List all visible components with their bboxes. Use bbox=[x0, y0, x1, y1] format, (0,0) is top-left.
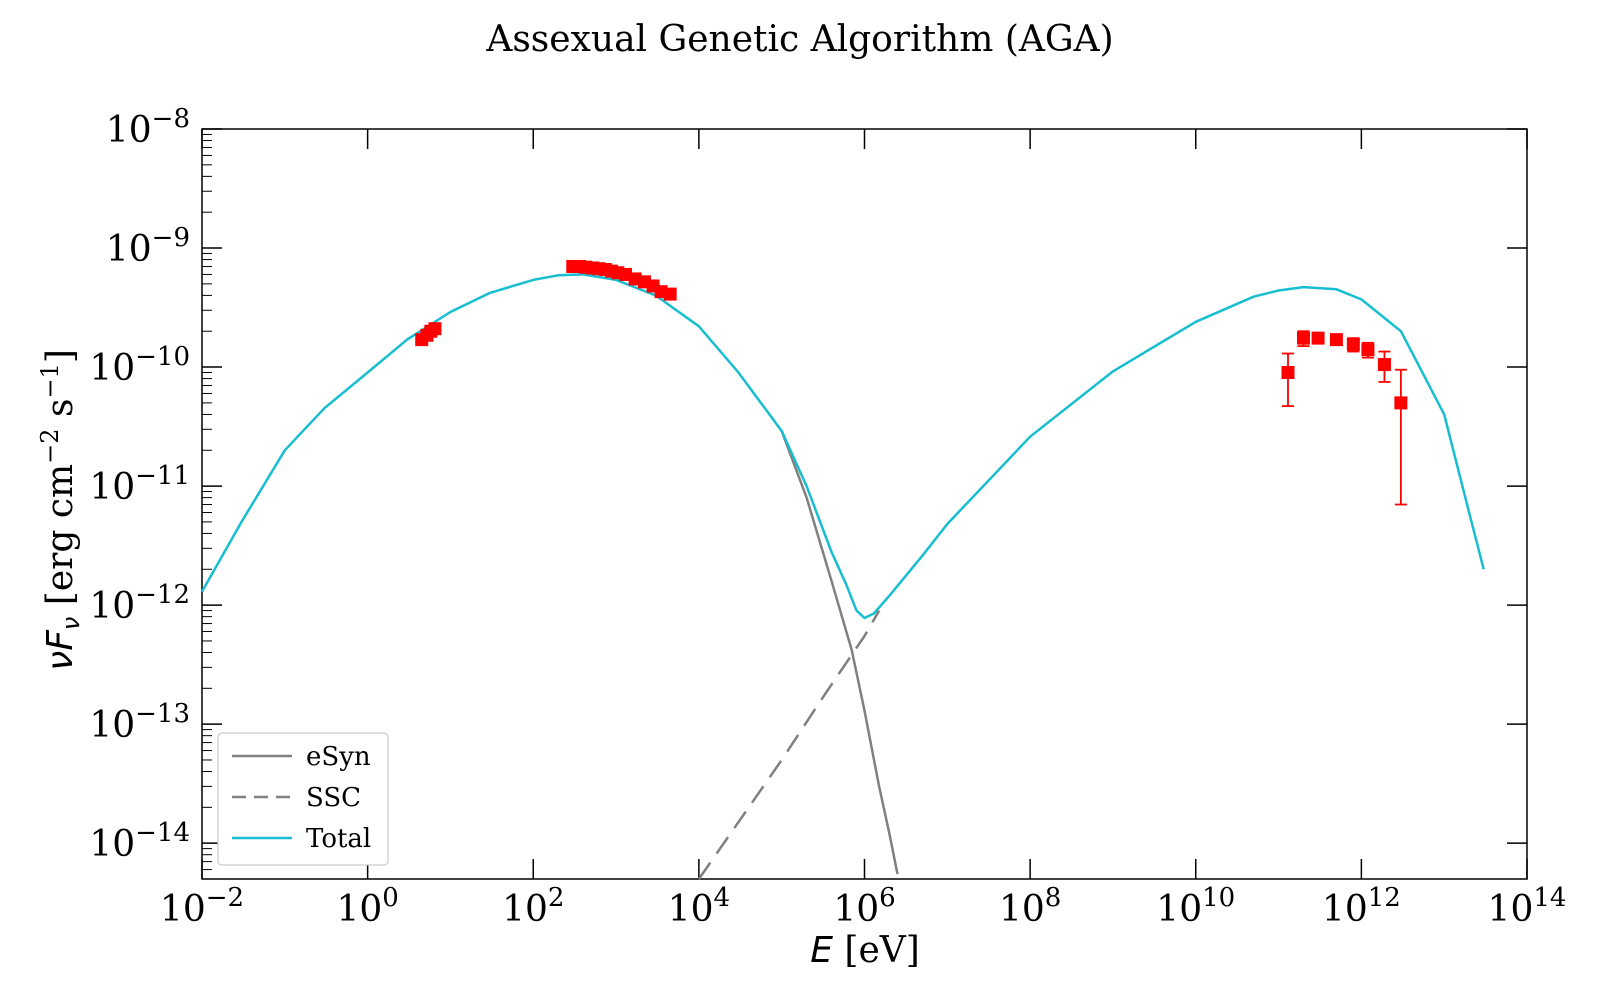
y-axis-subscript: ν bbox=[57, 617, 85, 630]
x-tick-label-base: 10 bbox=[1156, 889, 1202, 930]
x-tick-label-base: 10 bbox=[999, 889, 1045, 930]
series-total-line bbox=[200, 273, 1485, 620]
x-tick-label: 100 bbox=[336, 883, 398, 930]
data-point bbox=[1346, 337, 1360, 351]
x-tick-label-exp: −2 bbox=[206, 883, 244, 913]
data-point bbox=[1377, 358, 1391, 372]
legend-label-esyn: eSyn bbox=[306, 742, 371, 772]
y-tick-label-base: 10 bbox=[106, 229, 152, 270]
x-tick-label: 1014 bbox=[1488, 883, 1567, 930]
y-axis-unit-mid: s bbox=[40, 399, 81, 429]
y-axis-unit-exp2: −1 bbox=[36, 363, 64, 398]
y-tick-label: 10−8 bbox=[106, 104, 190, 151]
x-tick-label: 1010 bbox=[1156, 883, 1235, 930]
y-tick-label: 10−12 bbox=[89, 580, 190, 627]
x-tick-label: 102 bbox=[502, 883, 564, 930]
x-tick-label-exp: 0 bbox=[382, 883, 399, 913]
x-axis-unit: [eV] bbox=[833, 930, 920, 971]
x-tick-label-base: 10 bbox=[336, 889, 382, 930]
chart-title: Assexual Genetic Algorithm (AGA) bbox=[485, 19, 1113, 60]
y-tick-label-base: 10 bbox=[89, 586, 135, 627]
legend-label-total: Total bbox=[306, 824, 371, 854]
legend-box bbox=[217, 732, 389, 866]
y-tick-label-exp: −12 bbox=[135, 580, 190, 610]
x-tick-label-base: 10 bbox=[160, 889, 206, 930]
y-tick-label: 10−10 bbox=[89, 342, 190, 389]
y-tick-label-exp: −13 bbox=[135, 699, 190, 729]
model-curves bbox=[200, 273, 1485, 880]
y-tick-label-base: 10 bbox=[89, 824, 135, 865]
data-points bbox=[415, 259, 1408, 506]
x-tick-label-base: 10 bbox=[833, 889, 879, 930]
y-tick-label: 10−9 bbox=[106, 223, 190, 270]
x-tick-label-exp: 4 bbox=[714, 883, 731, 913]
x-tick-label-exp: 8 bbox=[1045, 883, 1062, 913]
axis-ticks: 10−2 100 102 104 106 108 1010 1012 101410−1410−1… bbox=[89, 104, 1566, 930]
plot-area bbox=[201, 128, 1528, 880]
x-tick-label-exp: 2 bbox=[548, 883, 565, 913]
x-tick-label: 10−2 bbox=[160, 883, 244, 930]
x-tick-label-exp: 6 bbox=[879, 883, 896, 913]
x-tick-label: 108 bbox=[999, 883, 1061, 930]
y-tick-label-base: 10 bbox=[89, 467, 135, 508]
data-point bbox=[1329, 333, 1343, 347]
x-tick-label: 106 bbox=[833, 883, 895, 930]
y-tick-label-base: 10 bbox=[89, 705, 135, 746]
legend-label-ssc: SSC bbox=[306, 783, 361, 813]
x-tick-label-base: 10 bbox=[668, 889, 714, 930]
y-axis-label: νFν [erg cm−2 s−1] bbox=[36, 349, 85, 671]
legend: eSyn SSC Total bbox=[217, 732, 389, 866]
data-point bbox=[1361, 343, 1375, 357]
y-axis-symbol: νF bbox=[40, 629, 81, 671]
data-point bbox=[428, 322, 442, 336]
data-point bbox=[1281, 366, 1295, 380]
x-tick-label-base: 10 bbox=[502, 889, 548, 930]
y-axis-unit: [erg cm bbox=[40, 464, 81, 617]
y-tick-label-exp: −10 bbox=[135, 342, 190, 372]
y-tick-label-base: 10 bbox=[106, 110, 152, 151]
x-tick-label-exp: 14 bbox=[1533, 883, 1566, 913]
x-tick-label-base: 10 bbox=[1488, 889, 1534, 930]
y-tick-label-base: 10 bbox=[89, 348, 135, 389]
x-axis-symbol: E bbox=[810, 930, 833, 971]
x-tick-label-base: 10 bbox=[1322, 889, 1368, 930]
y-tick-label-exp: −11 bbox=[135, 461, 190, 491]
data-point bbox=[663, 287, 677, 301]
y-axis-unit-close: ] bbox=[40, 349, 81, 363]
x-tick-label: 1012 bbox=[1322, 883, 1401, 930]
series-esyn-line bbox=[780, 430, 899, 875]
x-axis-label: E [eV] bbox=[810, 930, 920, 971]
x-tick-label: 104 bbox=[668, 883, 730, 930]
y-tick-label: 10−14 bbox=[89, 818, 190, 865]
x-tick-label-exp: 10 bbox=[1202, 883, 1235, 913]
y-tick-label-exp: −14 bbox=[135, 818, 190, 848]
y-tick-label: 10−13 bbox=[89, 699, 190, 746]
data-point bbox=[1296, 331, 1310, 345]
data-point bbox=[1311, 331, 1325, 345]
y-axis-unit-exp1: −2 bbox=[36, 428, 64, 463]
y-tick-label-exp: −8 bbox=[152, 104, 190, 134]
data-point bbox=[1394, 396, 1408, 410]
x-tick-label-exp: 12 bbox=[1368, 883, 1401, 913]
series-ssc-line bbox=[697, 609, 881, 880]
y-tick-label-exp: −9 bbox=[152, 223, 190, 253]
y-tick-label: 10−11 bbox=[89, 461, 190, 508]
